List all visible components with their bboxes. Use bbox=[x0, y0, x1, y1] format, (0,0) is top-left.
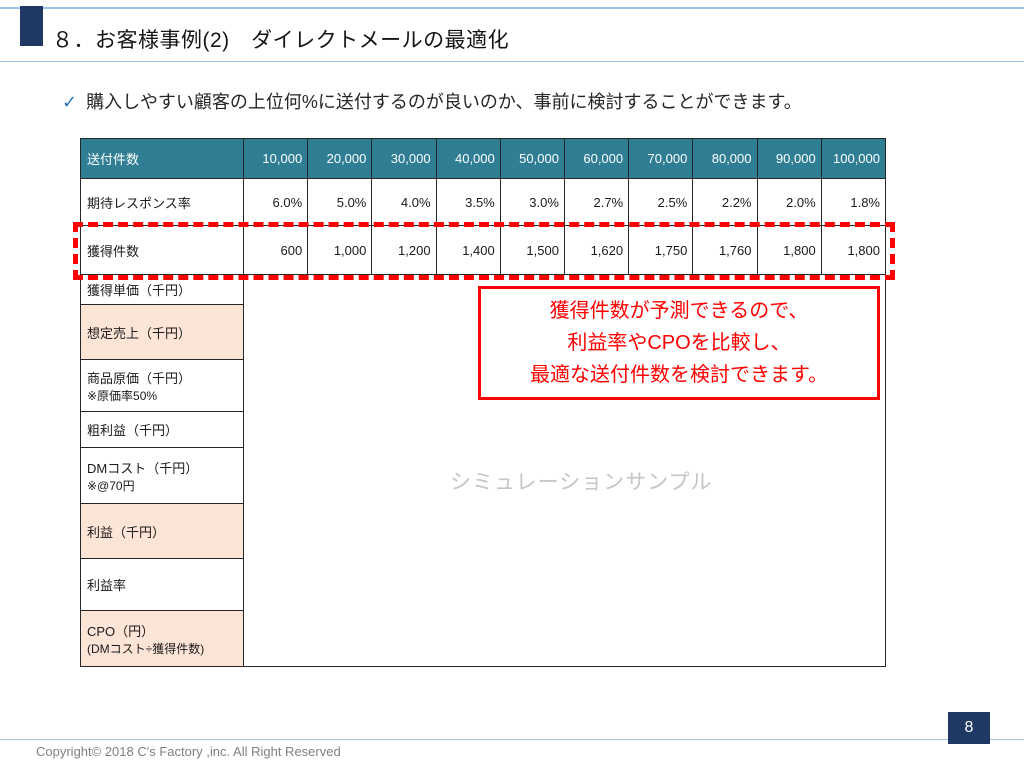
row-label: 想定売上（千円） bbox=[80, 304, 244, 360]
header-cell: 70,000 bbox=[628, 138, 694, 179]
row-acquired-count: 獲得件数 600 1,000 1,200 1,400 1,500 1,620 1… bbox=[80, 225, 887, 275]
header-cell: 90,000 bbox=[756, 138, 822, 179]
table-cell: 3.0% bbox=[499, 178, 565, 226]
header-cell: 10,000 bbox=[242, 138, 309, 179]
table-cell: 1,620 bbox=[563, 225, 630, 275]
title-accent-square bbox=[20, 6, 43, 46]
header-cell: 60,000 bbox=[563, 138, 630, 179]
table-cell: 600 bbox=[242, 225, 309, 275]
top-divider bbox=[0, 7, 1024, 9]
row-dm-cost: DMコスト（千円） ※@70円 bbox=[80, 447, 886, 504]
table-cell: 2.0% bbox=[756, 178, 822, 226]
table-cell: 3.5% bbox=[435, 178, 501, 226]
watermark-text: シミュレーションサンプル bbox=[450, 471, 713, 494]
header-cell: 50,000 bbox=[499, 138, 565, 179]
table-cell: 5.0% bbox=[307, 178, 373, 226]
footer-divider bbox=[0, 739, 1024, 740]
page-number-badge: 8 bbox=[948, 712, 990, 744]
table-cell: 6.0% bbox=[242, 178, 309, 226]
page-number: 8 bbox=[964, 719, 974, 736]
row-product-cost: 商品原価（千円） ※原価率50% bbox=[80, 359, 886, 412]
row-label: 利益（千円） bbox=[80, 503, 244, 559]
row-gross-profit: 粗利益（千円） bbox=[80, 411, 886, 448]
table-cell: 1.8% bbox=[820, 178, 887, 226]
header-cell: 30,000 bbox=[371, 138, 437, 179]
row-label: 期待レスポンス率 bbox=[80, 178, 244, 226]
header-cell: 80,000 bbox=[692, 138, 758, 179]
table-cell: 1,800 bbox=[820, 225, 887, 275]
table-header-row: 送付件数 10,000 20,000 30,000 40,000 50,000 … bbox=[80, 138, 887, 179]
callout-line: 獲得件数が予測できるので、 bbox=[549, 300, 809, 322]
title-divider bbox=[0, 61, 1024, 62]
copyright-text: Copyright© 2018 C's Factory ,inc. All Ri… bbox=[36, 744, 341, 759]
slide-title: ８．お客様事例(2) ダイレクトメールの最適化 bbox=[52, 29, 510, 52]
table-cell: 1,800 bbox=[756, 225, 822, 275]
simulation-table: 送付件数 10,000 20,000 30,000 40,000 50,000 … bbox=[80, 138, 887, 667]
callout-line: 最適な送付件数を検討できます。 bbox=[530, 364, 828, 386]
row-label: 獲得単価（千円） bbox=[80, 274, 244, 305]
row-label: 利益率 bbox=[80, 558, 244, 611]
row-label: 粗利益（千円） bbox=[80, 411, 244, 448]
table-cell: 2.7% bbox=[563, 178, 630, 226]
callout-line: 利益率やCPOを比較し、 bbox=[567, 332, 791, 354]
table-cell: 1,760 bbox=[692, 225, 758, 275]
row-label: 獲得件数 bbox=[80, 225, 244, 275]
table-cell: 1,500 bbox=[499, 225, 565, 275]
table-cell: 2.2% bbox=[692, 178, 758, 226]
row-label: DMコスト（千円） ※@70円 bbox=[80, 447, 244, 504]
checkmark-icon: ✓ bbox=[62, 92, 78, 112]
table-cell: 1,750 bbox=[628, 225, 694, 275]
table-cell: 1,000 bbox=[307, 225, 373, 275]
row-label: CPO（円） (DMコスト÷獲得件数) bbox=[80, 610, 244, 667]
header-cell: 20,000 bbox=[307, 138, 373, 179]
table-cell: 2.5% bbox=[628, 178, 694, 226]
row-cpo: CPO（円） (DMコスト÷獲得件数) bbox=[80, 610, 886, 667]
row-label: 商品原価（千円） ※原価率50% bbox=[80, 359, 244, 412]
header-cell: 100,000 bbox=[820, 138, 887, 179]
header-label-cell: 送付件数 bbox=[80, 138, 244, 179]
row-estimated-sales: 想定売上（千円） bbox=[80, 304, 886, 360]
header-cell: 40,000 bbox=[435, 138, 501, 179]
lead-bullet: ✓ 購入しやすい顧客の上位何%に送付するのが良いのか、事前に検討することができます… bbox=[62, 88, 802, 114]
table-cell: 1,400 bbox=[435, 225, 501, 275]
table-cell: 4.0% bbox=[371, 178, 437, 226]
table-cell: 1,200 bbox=[371, 225, 437, 275]
row-expected-response-rate: 期待レスポンス率 6.0% 5.0% 4.0% 3.5% 3.0% 2.7% 2… bbox=[80, 178, 887, 226]
row-profit: 利益（千円） bbox=[80, 503, 886, 559]
lead-bullet-text: 購入しやすい顧客の上位何%に送付するのが良いのか、事前に検討することができます。 bbox=[86, 92, 802, 112]
callout-box: 獲得件数が予測できるので、 利益率やCPOを比較し、 最適な送付件数を検討できま… bbox=[478, 286, 880, 400]
